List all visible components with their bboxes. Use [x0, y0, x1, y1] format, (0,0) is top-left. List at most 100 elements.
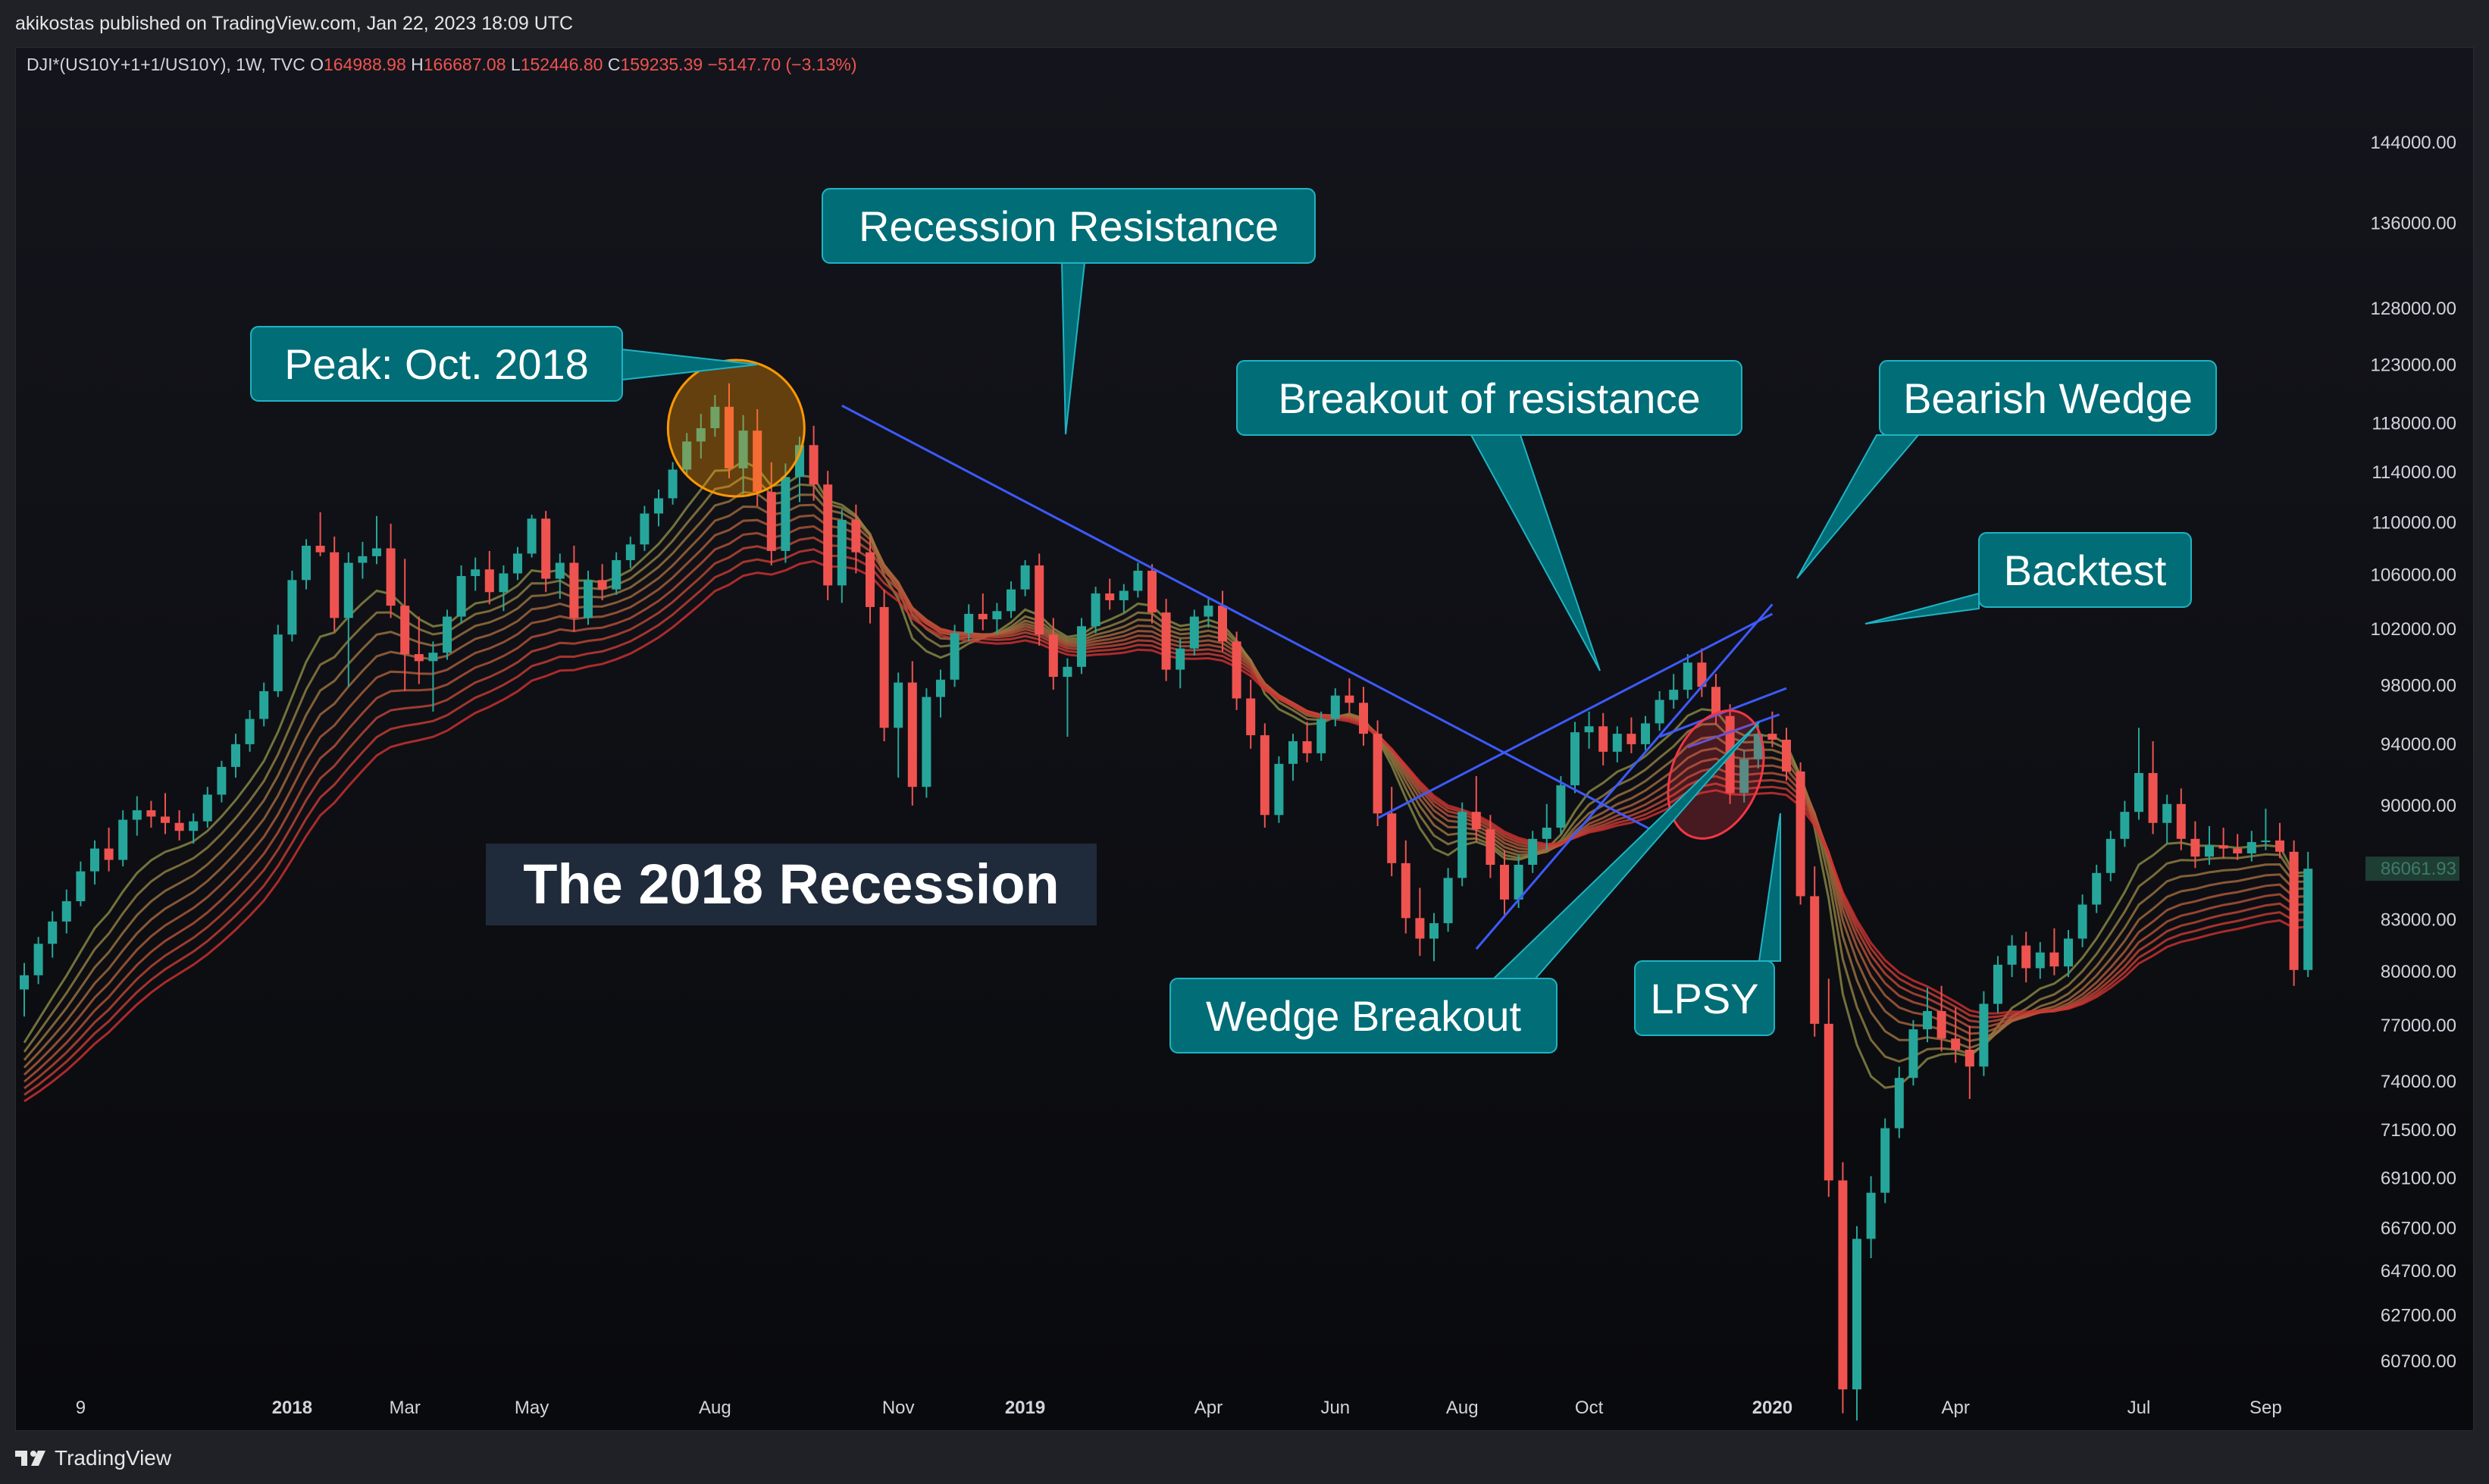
candle-body — [710, 406, 720, 428]
resistance-line[interactable] — [841, 404, 1661, 835]
candle-body — [231, 744, 240, 767]
candle-body — [1471, 812, 1481, 830]
wedge-breakout-callout[interactable]: Wedge Breakout — [1169, 722, 1760, 1054]
candle — [1824, 978, 1833, 1198]
wedge-lower-line[interactable] — [1376, 612, 1774, 819]
candle-body — [330, 552, 340, 618]
peak-circle[interactable] — [666, 358, 806, 498]
candle — [386, 524, 396, 618]
wedge-break-line[interactable] — [1687, 713, 1780, 749]
candle-body — [1697, 662, 1707, 687]
candle — [1471, 775, 1481, 843]
candle — [766, 462, 776, 566]
candle-body — [2205, 845, 2214, 857]
candle-body — [1965, 1049, 1974, 1067]
candle-body — [1105, 593, 1115, 600]
candle — [302, 539, 311, 590]
candle — [781, 463, 791, 563]
candle-body — [809, 445, 819, 485]
candle-body — [1204, 606, 1213, 617]
candle — [1612, 726, 1622, 762]
candle — [1161, 599, 1171, 681]
candle — [231, 734, 240, 778]
candle — [1965, 1025, 1974, 1099]
candle-body — [386, 548, 396, 606]
chart-pane[interactable]: DJI*(US10Y+1+1/US10Y), 1W, TVC O164988.9… — [15, 47, 2474, 1431]
candle-body — [1514, 865, 1523, 900]
candle-body — [2148, 772, 2158, 823]
candle — [823, 471, 833, 600]
candle — [1951, 1007, 1961, 1063]
candle-body — [2162, 803, 2172, 823]
candle-body — [2176, 803, 2186, 839]
candle — [1838, 1162, 1848, 1414]
candle — [2261, 809, 2271, 850]
title-annotation[interactable]: The 2018 Recession — [486, 844, 1097, 925]
candle-body — [1007, 589, 1016, 612]
bearish-wedge-callout[interactable]: Bearish Wedge — [1796, 360, 2217, 579]
candle-body — [104, 848, 114, 860]
candle — [2233, 834, 2243, 860]
candle — [1119, 584, 1129, 613]
wedge-upper-line[interactable] — [1475, 603, 1774, 950]
candle — [1923, 988, 1932, 1043]
candle — [1020, 560, 1030, 596]
legend-l-value: 152446.80 — [521, 55, 608, 74]
candle-body — [1612, 734, 1622, 752]
peak-callout[interactable]: Peak: Oct. 2018 — [250, 326, 758, 402]
candle — [1796, 762, 1805, 905]
bearish-wedge-callout-text: Bearish Wedge — [1903, 374, 2193, 422]
legend-h-label: H — [411, 55, 424, 74]
candle-body — [2233, 848, 2243, 853]
breakout-line[interactable] — [1659, 687, 1787, 738]
backtest-callout-pointer — [1864, 592, 1980, 625]
candle-body — [20, 975, 29, 990]
candle — [484, 550, 494, 605]
candle — [950, 625, 960, 687]
candle — [499, 565, 509, 612]
candle-body — [48, 921, 58, 944]
candle — [2205, 825, 2214, 866]
candle-body — [2303, 869, 2313, 970]
price-chart[interactable]: DJI*(US10Y+1+1/US10Y), 1W, TVC O164988.9… — [16, 48, 2473, 1430]
x-axis[interactable]: 9 2018 Mar May Aug Nov 2019 Apr Jun Aug Oct 2020 Apr… — [76, 1398, 2282, 1418]
candle — [922, 688, 931, 798]
candle-body — [217, 766, 227, 795]
candle-body — [1415, 918, 1425, 939]
backtest-callout[interactable]: Backtest — [1864, 532, 2192, 625]
candle-body — [1894, 1078, 1904, 1129]
breakout-resistance-callout[interactable]: Breakout of resistance — [1236, 360, 1742, 672]
candle-body — [1923, 1011, 1932, 1030]
tradingview-brand[interactable]: TradingView — [15, 1446, 171, 1470]
trend-lines[interactable] — [841, 404, 1787, 950]
candle-body — [443, 616, 452, 653]
candle-body — [1091, 593, 1100, 627]
candle — [1880, 1118, 1890, 1204]
recession-resistance-callout[interactable]: Recession Resistance — [822, 188, 1316, 435]
candle-body — [823, 484, 833, 586]
candle-body — [1330, 695, 1340, 719]
candle-body — [668, 469, 678, 499]
lpsy-callout[interactable]: LPSY — [1634, 812, 1781, 1036]
candle — [48, 911, 58, 958]
candle-body — [471, 569, 481, 577]
candle-body — [936, 679, 945, 697]
y-tick-label: 74000.00 — [2381, 1072, 2456, 1092]
x-tick-label: 2018 — [272, 1398, 312, 1418]
legend-c-value: 159235.39 — [620, 55, 707, 74]
candle-body — [1626, 734, 1636, 744]
candle-body — [1936, 1011, 1946, 1039]
candle-body — [2035, 952, 2045, 969]
x-tick-label: 2019 — [1005, 1398, 1045, 1418]
candle-body — [132, 810, 142, 820]
candle-body — [2275, 840, 2284, 852]
wedge-breakout-callout-box — [1169, 978, 1558, 1054]
candle — [1457, 802, 1467, 887]
breakout-resistance-callout-text: Breakout of resistance — [1278, 374, 1700, 422]
candle — [879, 589, 889, 741]
candle — [992, 603, 1002, 635]
candle-body — [372, 548, 381, 556]
y-tick-label: 98000.00 — [2381, 675, 2456, 696]
y-axis[interactable]: 144000.00 136000.00 128000.00 123000.00 1180… — [2371, 133, 2456, 1372]
candle-body — [1908, 1029, 1918, 1079]
